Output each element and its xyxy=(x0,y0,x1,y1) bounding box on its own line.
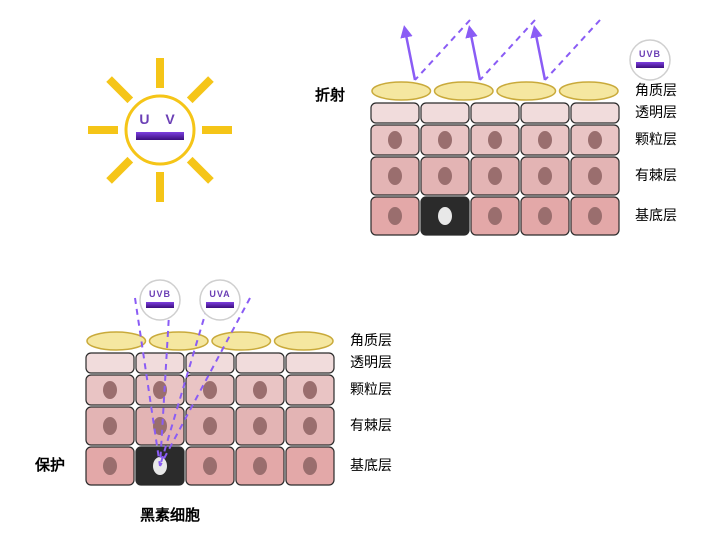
sun-uv-label: U V xyxy=(139,111,180,127)
uv-ray-reflected xyxy=(470,30,480,80)
skin-cell xyxy=(471,103,519,123)
uv-sun: U V xyxy=(88,58,232,202)
uvb-badge: UVB xyxy=(630,40,670,80)
uva-badge: UVA xyxy=(200,280,240,320)
layer-label: 有棘层 xyxy=(635,167,677,183)
svg-text:UVB: UVB xyxy=(639,49,661,59)
svg-text:UVA: UVA xyxy=(209,289,230,299)
skin-crosssection: 角质层透明层颗粒层有棘层基底层 xyxy=(86,332,392,485)
layer-label: 基底层 xyxy=(635,207,677,223)
skin-cell xyxy=(86,353,134,373)
protection-title: 保护 xyxy=(34,456,65,474)
layer-label: 基底层 xyxy=(350,457,392,473)
skin-cell xyxy=(371,103,419,123)
uvb-badge: UVB xyxy=(140,280,180,320)
skin-cell xyxy=(421,103,469,123)
layer-label: 角质层 xyxy=(635,82,677,98)
layer-label: 角质层 xyxy=(350,332,392,348)
uv-ray-in xyxy=(415,20,470,80)
layer-label: 透明层 xyxy=(635,104,677,120)
svg-text:UVB: UVB xyxy=(149,289,171,299)
uv-ray-in xyxy=(545,20,600,80)
skin-cell xyxy=(286,353,334,373)
skin-cell xyxy=(571,103,619,123)
uv-ray-reflected xyxy=(405,30,415,80)
uv-ray-reflected xyxy=(535,30,545,80)
melanocyte-label: 黑素细胞 xyxy=(140,506,200,524)
layer-label: 有棘层 xyxy=(350,417,392,433)
skin-crosssection: 角质层透明层颗粒层有棘层基底层 xyxy=(371,82,677,235)
layer-label: 颗粒层 xyxy=(635,131,677,147)
layer-label: 透明层 xyxy=(350,354,392,370)
refraction-title: 折射 xyxy=(315,86,345,104)
skin-cell xyxy=(236,353,284,373)
skin-cell xyxy=(521,103,569,123)
uv-ray-in xyxy=(480,20,535,80)
layer-label: 颗粒层 xyxy=(350,381,392,397)
